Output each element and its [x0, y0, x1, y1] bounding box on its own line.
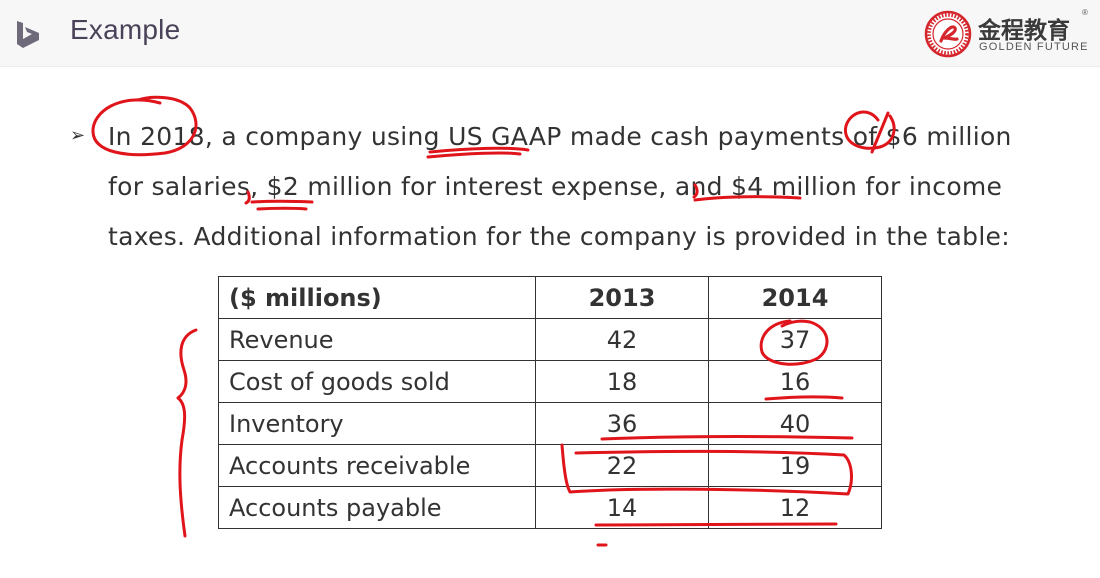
column-header-2014: 2014 — [708, 276, 882, 319]
bing-logo-icon[interactable] — [12, 19, 42, 49]
text-fragment: , — [250, 172, 267, 201]
text-fragment: for income — [857, 172, 1003, 201]
brand-name-english: GOLDEN FUTURE — [979, 41, 1089, 53]
financial-data-table: ($ millions) 2013 2014 Revenue 42 37 Cos… — [218, 276, 882, 529]
cell-2014: 40 — [708, 402, 882, 445]
table-row: Revenue 42 37 — [218, 318, 882, 361]
row-label: Accounts payable — [218, 486, 536, 529]
row-label: Inventory — [218, 402, 536, 445]
cell-2014: 19 — [708, 444, 882, 487]
text-line-1: In 2018, a company using US GAAP made ca… — [108, 112, 1011, 162]
text-fragment: made cash payments of — [561, 122, 886, 151]
text-amount-4: $4 million — [731, 172, 858, 201]
row-label: Accounts receivable — [218, 444, 536, 487]
cell-2013: 42 — [535, 318, 709, 361]
table-row: Accounts receivable 22 19 — [218, 444, 882, 487]
problem-text: In 2018, a company using US GAAP made ca… — [108, 112, 1011, 262]
text-us-gaap: US GAAP — [448, 122, 562, 151]
registered-mark: ® — [1082, 8, 1088, 17]
cell-2014: 12 — [708, 486, 882, 529]
text-line-2: for salaries, $2 million for interest ex… — [108, 162, 1002, 212]
cell-2014: 16 — [708, 360, 882, 403]
header-bar: Example 金程教育 ® GOLDEN FUTURE — [0, 0, 1100, 67]
cell-2013: 14 — [535, 486, 709, 529]
cell-2013: 22 — [535, 444, 709, 487]
text-line-3: taxes. Additional information for the co… — [108, 222, 1010, 251]
table-row: Inventory 36 40 — [218, 402, 882, 445]
slide-title: Example — [70, 14, 181, 45]
table-header-row: ($ millions) 2013 2014 — [218, 276, 882, 319]
row-label: Cost of goods sold — [218, 360, 536, 403]
cell-2013: 36 — [535, 402, 709, 445]
cell-2013: 18 — [535, 360, 709, 403]
text-fragment: , a company using — [204, 122, 449, 151]
text-year: In 2018 — [108, 122, 205, 151]
column-header-label: ($ millions) — [218, 276, 536, 319]
cell-2014: 37 — [708, 318, 882, 361]
arrow-bullet-icon: ➢ — [70, 125, 86, 146]
table-row: Accounts payable 14 12 — [218, 486, 882, 529]
bracket-annotation — [176, 328, 198, 538]
brand-logo: 金程教育 ® GOLDEN FUTURE — [924, 8, 1094, 60]
text-fragment: million — [918, 122, 1012, 151]
column-header-2013: 2013 — [535, 276, 709, 319]
text-fragment: million for interest expense, and — [299, 172, 732, 201]
text-amount-2: $2 — [266, 172, 300, 201]
brand-name-chinese: 金程教育 — [978, 18, 1070, 44]
text-fragment: for salaries — [108, 172, 251, 201]
text-amount-6: $6 — [885, 122, 919, 151]
table-row: Cost of goods sold 18 16 — [218, 360, 882, 403]
row-label: Revenue — [218, 318, 536, 361]
golden-future-seal-icon — [924, 10, 972, 58]
